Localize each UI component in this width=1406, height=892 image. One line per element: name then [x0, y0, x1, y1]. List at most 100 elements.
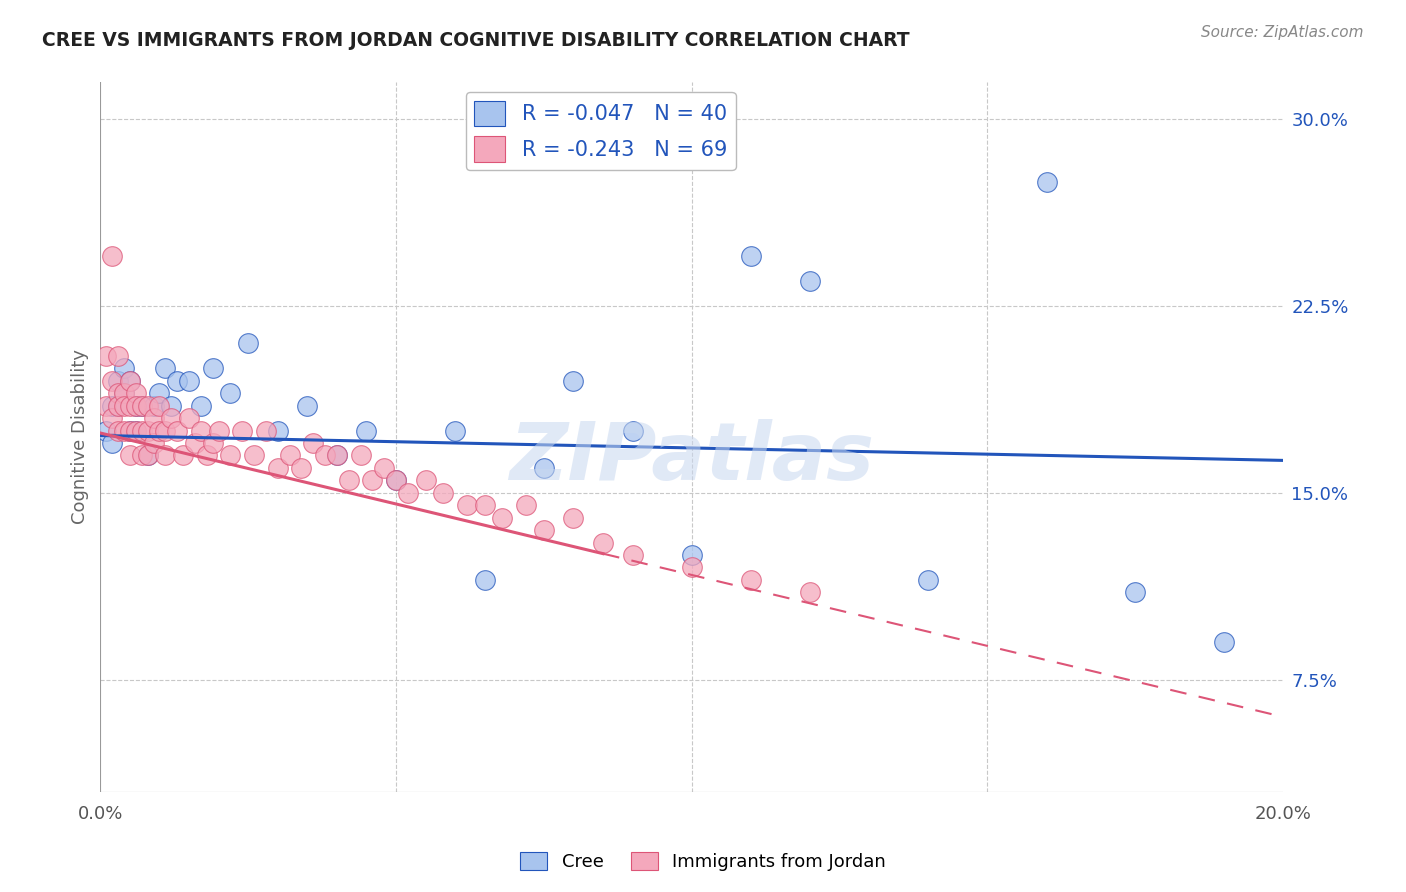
- Point: [155, 424, 177, 438]
- Point: [142, 436, 165, 450]
- Point: [799, 274, 821, 288]
- Point: [142, 411, 165, 425]
- Point: [254, 424, 277, 438]
- Point: [290, 461, 312, 475]
- Point: [155, 449, 177, 463]
- Point: [681, 560, 703, 574]
- Point: [326, 449, 349, 463]
- Point: [118, 424, 141, 438]
- Point: [491, 510, 513, 524]
- Point: [136, 449, 159, 463]
- Point: [533, 461, 555, 475]
- Point: [96, 399, 118, 413]
- Point: [107, 399, 129, 413]
- Point: [361, 473, 384, 487]
- Point: [136, 399, 159, 413]
- Point: [621, 424, 644, 438]
- Point: [125, 424, 148, 438]
- Point: [166, 374, 188, 388]
- Point: [125, 424, 148, 438]
- Point: [373, 461, 395, 475]
- Point: [201, 436, 224, 450]
- Point: [474, 498, 496, 512]
- Point: [396, 485, 419, 500]
- Point: [238, 336, 260, 351]
- Point: [533, 523, 555, 537]
- Text: Source: ZipAtlas.com: Source: ZipAtlas.com: [1201, 25, 1364, 40]
- Point: [190, 424, 212, 438]
- Point: [297, 399, 319, 413]
- Point: [155, 361, 177, 376]
- Point: [515, 498, 537, 512]
- Point: [118, 424, 141, 438]
- Point: [172, 449, 194, 463]
- Point: [219, 386, 242, 401]
- Point: [267, 424, 290, 438]
- Point: [302, 436, 325, 450]
- Point: [136, 449, 159, 463]
- Point: [166, 424, 188, 438]
- Point: [101, 374, 124, 388]
- Point: [243, 449, 266, 463]
- Point: [136, 424, 159, 438]
- Point: [107, 386, 129, 401]
- Point: [184, 436, 207, 450]
- Point: [592, 535, 614, 549]
- Point: [96, 349, 118, 363]
- Point: [177, 374, 200, 388]
- Point: [118, 374, 141, 388]
- Text: CREE VS IMMIGRANTS FROM JORDAN COGNITIVE DISABILITY CORRELATION CHART: CREE VS IMMIGRANTS FROM JORDAN COGNITIVE…: [42, 31, 910, 50]
- Point: [231, 424, 253, 438]
- Point: [112, 399, 135, 413]
- Point: [799, 585, 821, 599]
- Point: [101, 411, 124, 425]
- Point: [107, 349, 129, 363]
- Point: [125, 399, 148, 413]
- Point: [101, 399, 124, 413]
- Point: [107, 374, 129, 388]
- Point: [432, 485, 454, 500]
- Point: [148, 386, 170, 401]
- Point: [131, 399, 153, 413]
- Point: [118, 449, 141, 463]
- Point: [148, 399, 170, 413]
- Point: [112, 386, 135, 401]
- Y-axis label: Cognitive Disability: Cognitive Disability: [72, 350, 89, 524]
- Legend: R = -0.047   N = 40, R = -0.243   N = 69: R = -0.047 N = 40, R = -0.243 N = 69: [465, 92, 735, 170]
- Point: [101, 249, 124, 263]
- Point: [190, 399, 212, 413]
- Point: [195, 449, 218, 463]
- Point: [131, 449, 153, 463]
- Point: [131, 399, 153, 413]
- Point: [278, 449, 301, 463]
- Point: [1213, 635, 1236, 649]
- Point: [96, 424, 118, 438]
- Point: [112, 361, 135, 376]
- Point: [118, 374, 141, 388]
- Text: ZIPatlas: ZIPatlas: [509, 419, 875, 497]
- Point: [621, 548, 644, 562]
- Point: [107, 399, 129, 413]
- Point: [740, 573, 762, 587]
- Point: [385, 473, 408, 487]
- Point: [740, 249, 762, 263]
- Point: [917, 573, 939, 587]
- Point: [101, 436, 124, 450]
- Point: [177, 411, 200, 425]
- Point: [1123, 585, 1146, 599]
- Legend: Cree, Immigrants from Jordan: Cree, Immigrants from Jordan: [513, 845, 893, 879]
- Point: [160, 399, 183, 413]
- Point: [107, 424, 129, 438]
- Point: [562, 374, 585, 388]
- Point: [207, 424, 229, 438]
- Point: [681, 548, 703, 562]
- Point: [118, 399, 141, 413]
- Point: [314, 449, 336, 463]
- Point: [131, 424, 153, 438]
- Point: [148, 424, 170, 438]
- Point: [444, 424, 467, 438]
- Point: [456, 498, 478, 512]
- Point: [356, 424, 378, 438]
- Point: [267, 461, 290, 475]
- Point: [562, 510, 585, 524]
